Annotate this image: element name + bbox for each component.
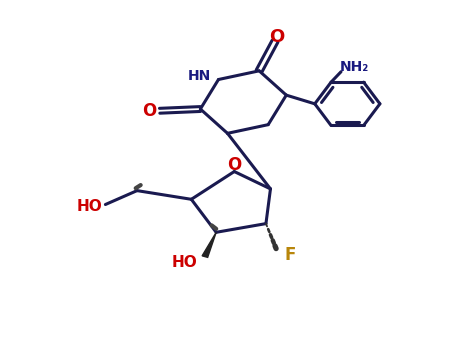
Text: F: F [284,246,296,264]
Text: O: O [142,102,157,120]
Text: HO: HO [172,256,197,270]
Text: NH₂: NH₂ [340,60,369,74]
Text: HN: HN [188,69,211,83]
Text: HO: HO [77,199,102,214]
Text: O: O [270,28,285,46]
Text: O: O [227,156,242,174]
Polygon shape [202,232,216,257]
